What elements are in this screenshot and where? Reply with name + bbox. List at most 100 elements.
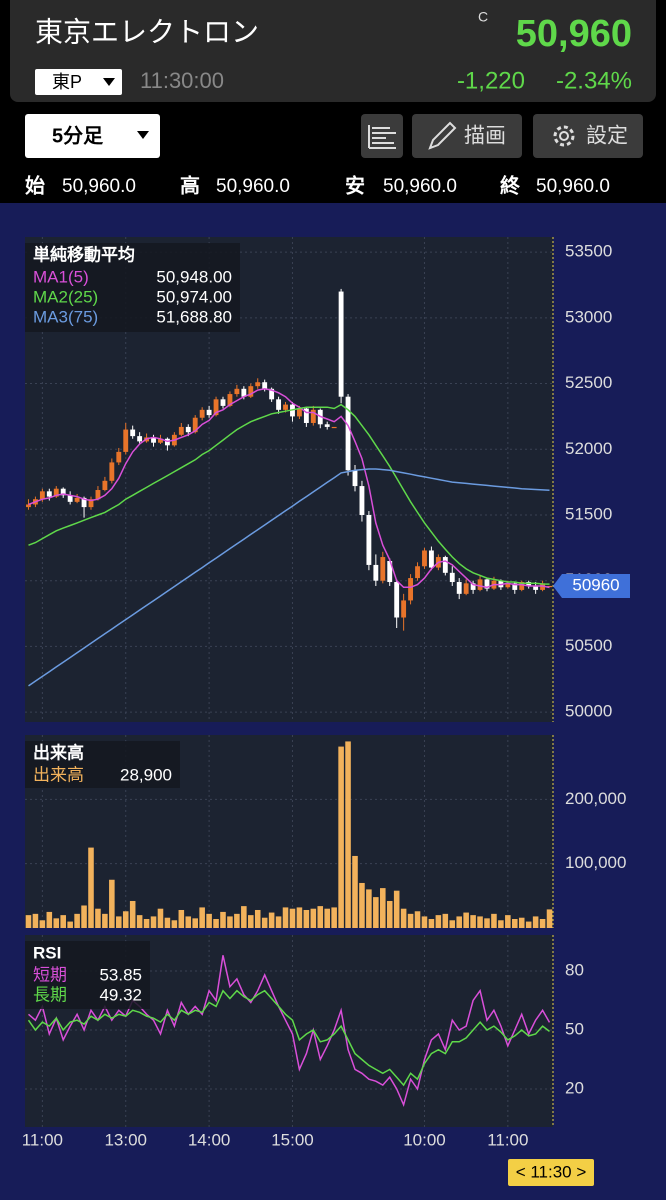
volume-bar: [261, 917, 268, 928]
candle-body: [158, 438, 163, 443]
y-tick-label: 52500: [565, 373, 612, 392]
volume-bar: [109, 879, 115, 928]
time-cursor-box: [508, 1159, 594, 1186]
summary-label: 安: [345, 173, 365, 197]
volume-bar: [88, 847, 94, 928]
volume-bar: [241, 906, 247, 928]
candle-body: [387, 560, 393, 583]
candle-body: [151, 437, 156, 443]
candle-body: [46, 491, 52, 497]
candle-body: [130, 429, 136, 437]
candle-body: [366, 514, 372, 565]
candle-body: [88, 499, 94, 508]
legend-title: RSI: [33, 943, 61, 962]
candle-body: [109, 462, 115, 481]
volume-bar: [380, 888, 386, 928]
volume-bar: [46, 911, 53, 928]
candle-body: [428, 550, 434, 568]
candle-body: [394, 582, 400, 618]
volume-bar: [185, 916, 192, 928]
summary-label: 高: [180, 173, 200, 197]
volume-bar: [275, 916, 282, 928]
candle-body: [213, 399, 219, 416]
volume-bar: [178, 909, 185, 928]
price: 50,960: [516, 13, 632, 55]
y-tick-label: 200,000: [565, 789, 626, 808]
volume-bar: [95, 908, 101, 928]
candle-body: [380, 557, 386, 581]
candle-body: [137, 436, 143, 442]
volume-bar: [386, 900, 393, 928]
settings-button[interactable]: [533, 114, 643, 158]
candle-body: [331, 426, 337, 429]
candle-body: [422, 550, 427, 567]
volume-bar: [400, 908, 407, 928]
y-tick-label: 53500: [565, 242, 612, 261]
volume-bar: [220, 911, 226, 928]
legend-box: [25, 941, 150, 1009]
volume-bar: [102, 913, 108, 928]
volume-bar: [414, 911, 421, 928]
volume-bar: [282, 907, 289, 928]
candle-body: [408, 578, 414, 601]
y-tick-label: 50: [565, 1020, 584, 1039]
candle-body: [463, 583, 469, 594]
legend-name: 出来高: [33, 765, 84, 784]
gear-icon: [553, 125, 575, 147]
candle-body: [269, 388, 275, 400]
candle-body: [248, 386, 254, 397]
summary-value: 50,960.0: [62, 176, 136, 197]
volume-bar: [484, 918, 490, 928]
volume-bar: [498, 920, 504, 928]
time: 11:30:00: [140, 68, 224, 93]
volume-bar: [206, 913, 212, 928]
market-select[interactable]: [35, 69, 122, 95]
candle-body: [415, 566, 420, 579]
volume-bar: [512, 918, 518, 928]
candle-body: [26, 504, 31, 508]
stock-name: 東京エレクトロン: [35, 16, 259, 47]
candle-body: [505, 583, 511, 588]
candle-body: [60, 488, 66, 496]
volume-bar: [331, 907, 337, 928]
volume-bar: [171, 920, 178, 928]
volume-bar: [74, 913, 80, 928]
legend-value: 51,688.80: [156, 307, 232, 326]
draw-label: 描画: [464, 125, 506, 148]
pencil-icon: [428, 121, 457, 150]
volume-bar: [317, 906, 324, 928]
candle-body: [470, 583, 476, 590]
volume-bar: [338, 746, 344, 928]
header-box: [10, 0, 656, 102]
volume-bar: [428, 918, 435, 928]
volume-bar: [25, 915, 32, 928]
candle-body: [310, 409, 316, 423]
volume-bar: [505, 915, 511, 928]
series-line: [28, 955, 551, 1108]
interval-select[interactable]: [25, 114, 160, 158]
volume-bar: [234, 913, 240, 928]
candle-body: [199, 409, 205, 418]
candle-body: [283, 404, 288, 410]
list-button[interactable]: [361, 114, 403, 158]
volume-bar: [373, 897, 379, 928]
summary-label: 始: [25, 173, 45, 197]
volume-bar: [491, 913, 497, 928]
volume-bar: [359, 882, 365, 928]
volume-bar: [199, 907, 205, 928]
legend-box: [25, 741, 180, 788]
candle-body: [276, 399, 282, 410]
legend-name: MA1(5): [33, 267, 89, 286]
plot: 5000050500510005150052000525005300053500…: [22, 237, 630, 1149]
legend-value: 53.85: [99, 965, 142, 984]
candle-body: [359, 486, 365, 515]
legend-title: 単純移動平均: [33, 244, 135, 264]
volume-bar: [39, 920, 46, 928]
draw-button[interactable]: [412, 114, 522, 158]
volume-bar: [345, 741, 351, 928]
candle-body: [547, 585, 552, 588]
gear-icon-center: [559, 131, 569, 141]
volume-bar: [352, 855, 358, 928]
candle-body: [477, 579, 483, 590]
